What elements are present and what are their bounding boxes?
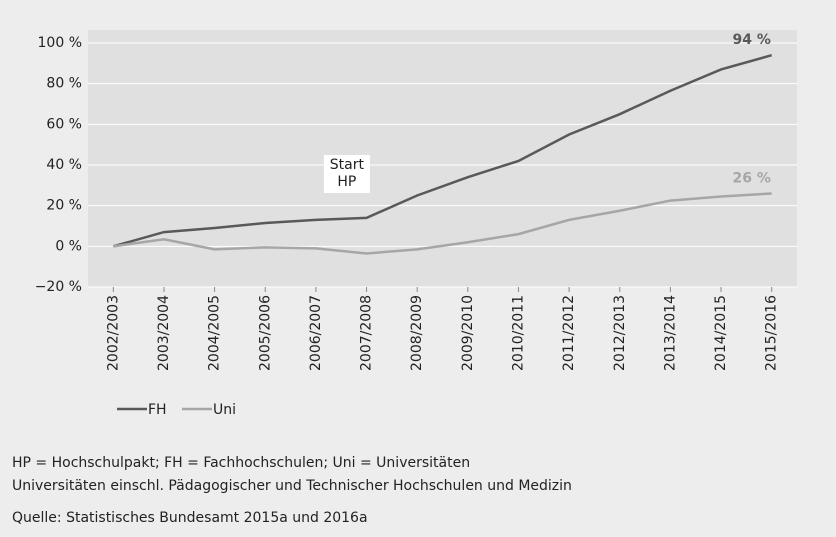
series-line — [112, 53, 773, 248]
annotation: Start — [330, 157, 365, 173]
y-tick-label: 100 % — [38, 35, 82, 51]
legend-label: FH — [148, 402, 167, 418]
x-tick-label: 2008/2009 — [409, 295, 425, 371]
x-tick-label: 2007/2008 — [359, 295, 375, 371]
note: HP = Hochschulpakt; FH = Fachhochschulen… — [12, 455, 470, 471]
y-tick-label: 60 % — [46, 116, 82, 132]
y-tick-label: 0 % — [55, 238, 82, 254]
y-tick-label: 20 % — [46, 198, 82, 214]
x-tick-label: 2009/2010 — [460, 295, 476, 371]
x-tick-label: 2005/2006 — [257, 295, 273, 371]
y-tick-label: 40 % — [46, 157, 82, 173]
x-tick-label: 2011/2012 — [561, 295, 577, 371]
x-tick-label: 2014/2015 — [713, 295, 729, 371]
x-tick-label: 2003/2004 — [156, 295, 172, 371]
value-label: 94 % — [732, 32, 770, 48]
x-tick-label: 2012/2013 — [612, 295, 628, 371]
note: Quelle: Statistisches Bundesamt 2015a un… — [12, 510, 368, 526]
y-tick-label: −20 % — [35, 279, 82, 295]
x-tick-label: 2013/2014 — [662, 295, 678, 371]
y-tick-label: 80 % — [46, 76, 82, 92]
series-line — [113, 192, 772, 255]
x-tick-label: 2002/2003 — [105, 295, 121, 371]
x-tick-label: 2015/2016 — [764, 295, 780, 371]
x-tick-label: 2010/2011 — [510, 295, 526, 371]
annotation-box — [323, 155, 370, 193]
annotation: HP — [337, 174, 356, 190]
value-label: 26 % — [732, 170, 770, 186]
x-tick-label: 2004/2005 — [207, 295, 223, 371]
x-tick-label: 2006/2007 — [308, 295, 324, 371]
plot-area — [88, 30, 797, 287]
legend-label: Uni — [213, 402, 236, 418]
note: Universitäten einschl. Pädagogischer und… — [12, 478, 572, 494]
